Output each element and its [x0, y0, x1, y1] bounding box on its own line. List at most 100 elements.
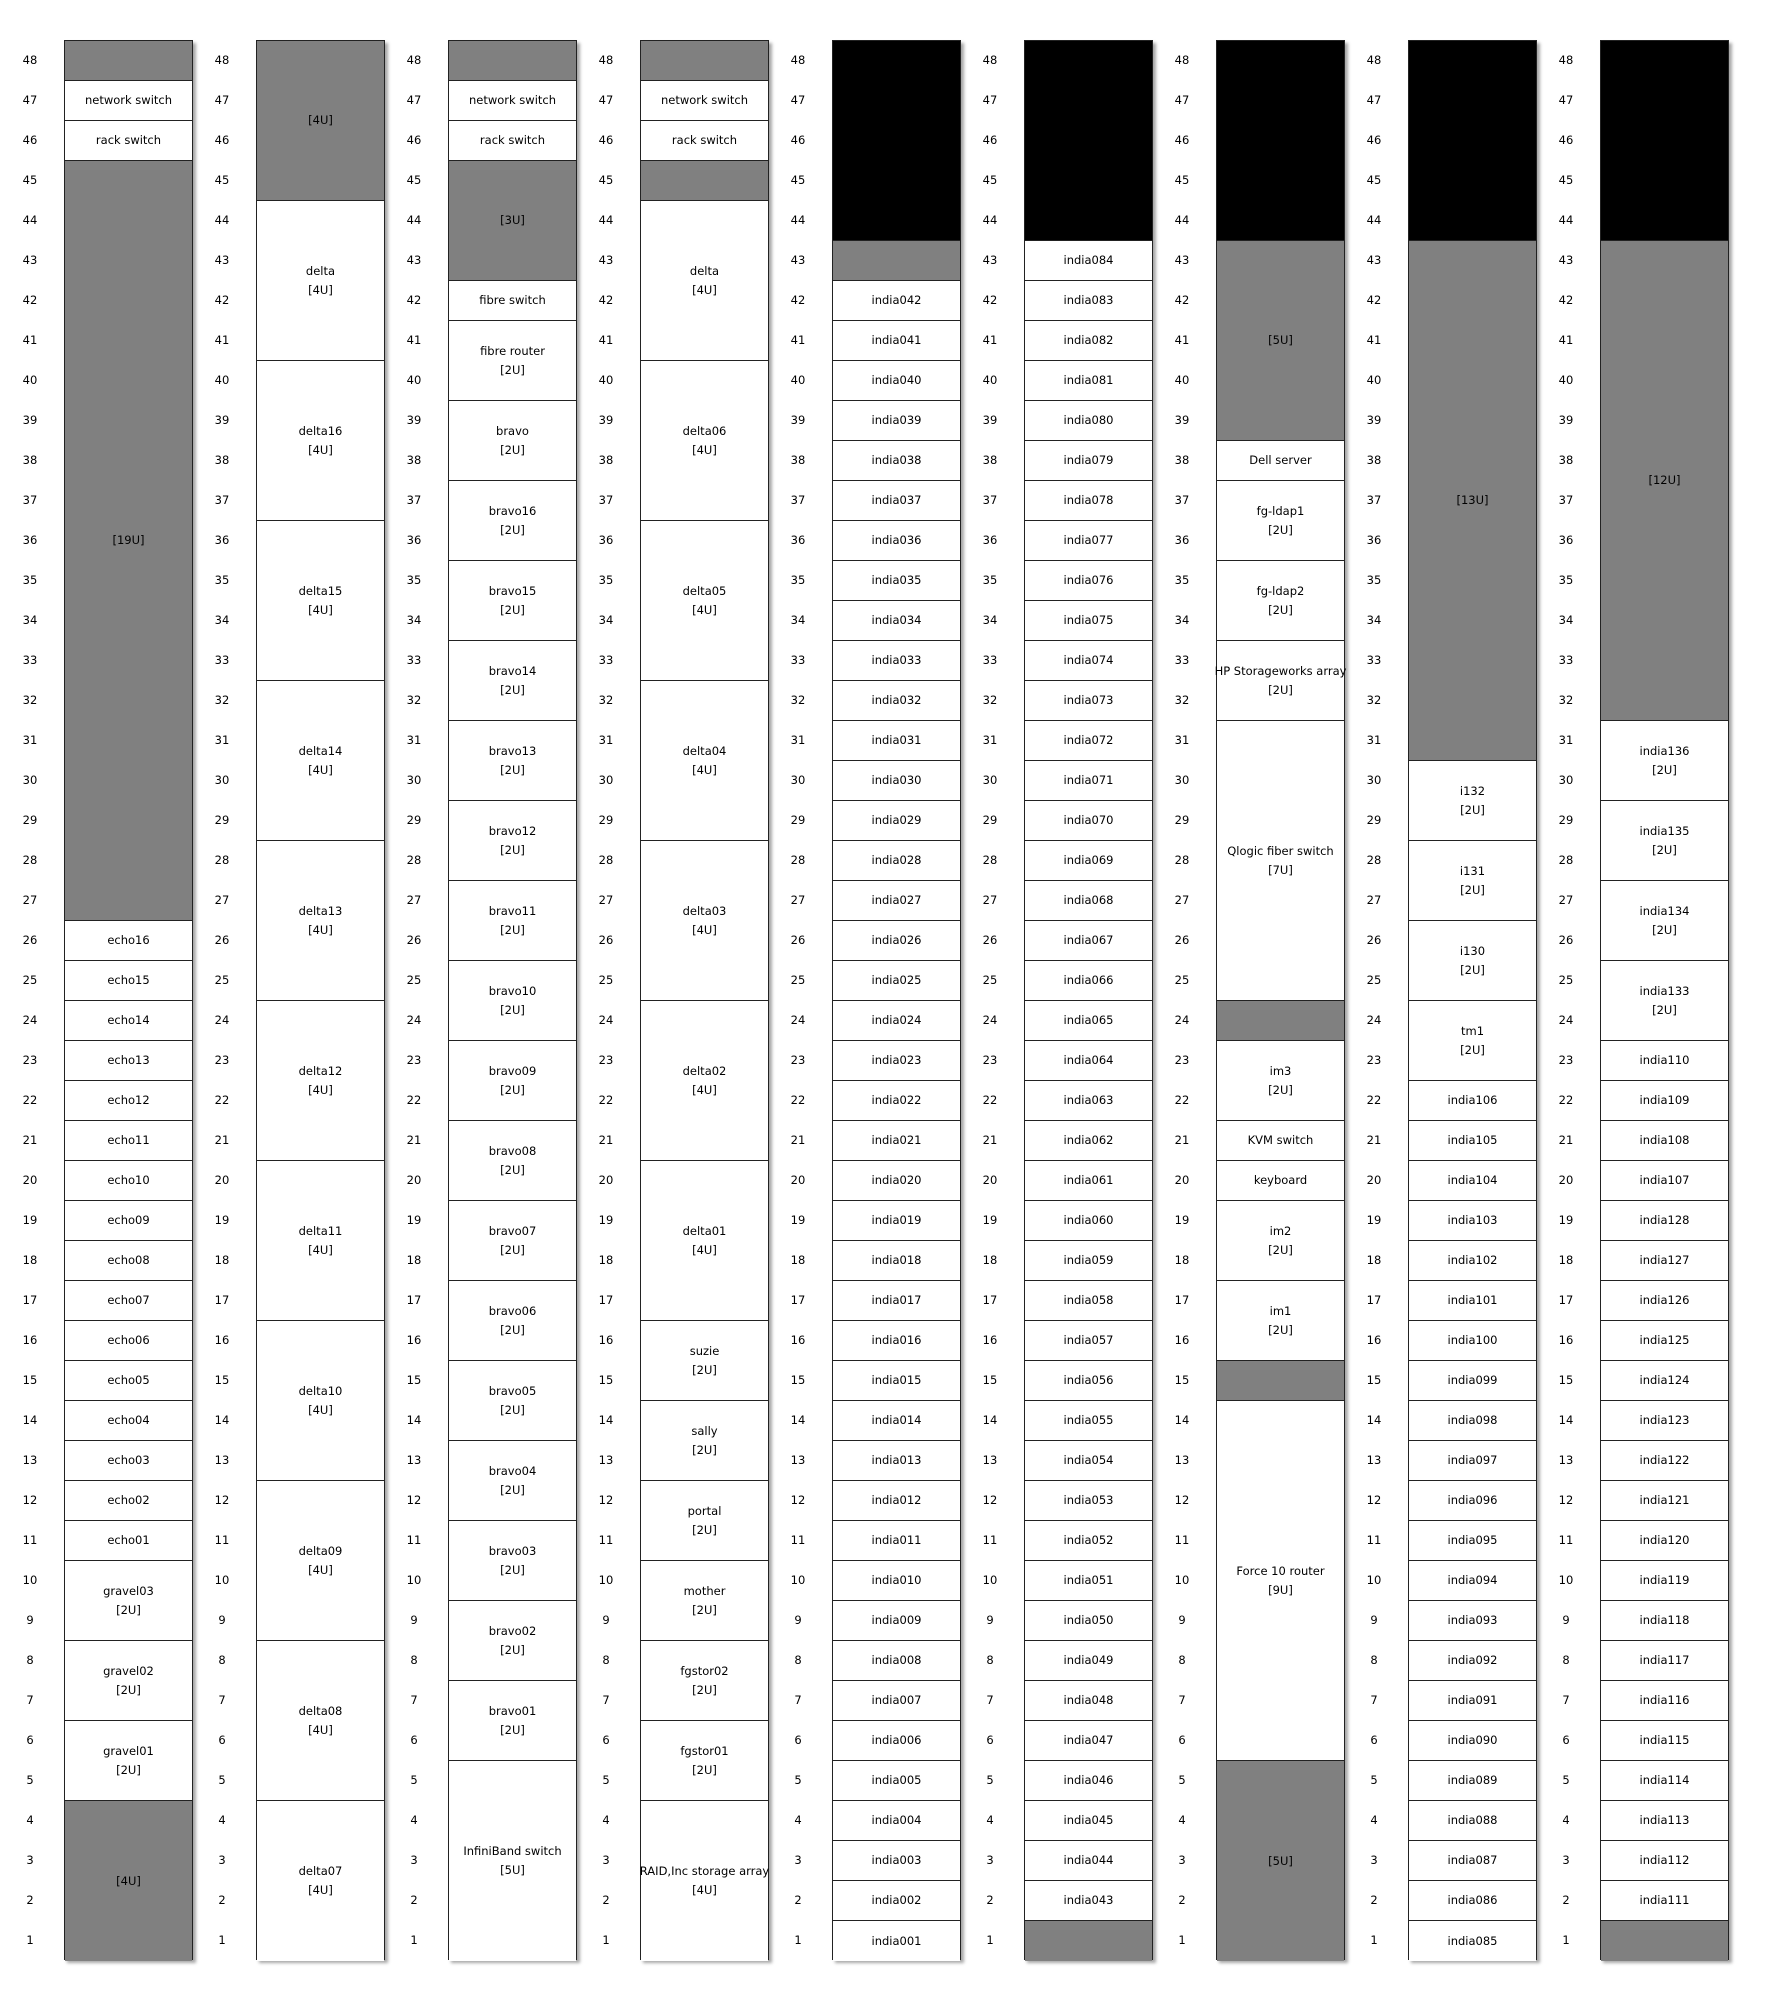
- unit-number: 34: [982, 613, 998, 627]
- unit-number: 10: [1174, 1573, 1190, 1587]
- unit-number: 38: [1366, 453, 1382, 467]
- device-name: india093: [1447, 1613, 1498, 1627]
- unit-number: 24: [1366, 1013, 1382, 1027]
- rack-9: [12U] india136 [2U] india135 [2U] india134 [2U…: [1600, 40, 1729, 1961]
- device-name: delta11: [298, 1223, 343, 1238]
- unit-number: 2: [1178, 1893, 1186, 1907]
- rack-device: gravel01 [2U]: [65, 1721, 192, 1801]
- rack-device: echo07: [65, 1281, 192, 1321]
- unit-number: 17: [1174, 1293, 1190, 1307]
- rack-device: india022: [833, 1081, 960, 1121]
- unit-number: 7: [602, 1693, 610, 1707]
- rack-device: india053: [1025, 1481, 1152, 1521]
- unit-number: 23: [982, 1053, 998, 1067]
- device-name: india046: [1063, 1773, 1114, 1787]
- device-name: india022: [871, 1093, 922, 1107]
- unit-number: 37: [1558, 493, 1574, 507]
- device-name: india077: [1063, 533, 1114, 547]
- device-name: india104: [1447, 1173, 1498, 1187]
- rack-device: bravo16 [2U]: [449, 481, 576, 561]
- rack-device: india067: [1025, 921, 1152, 961]
- size-label: [4U]: [308, 762, 333, 777]
- unit-number: 44: [1558, 213, 1574, 227]
- rack-device: india028: [833, 841, 960, 881]
- unit-number: 1: [794, 1933, 802, 1947]
- unit-number: 9: [1178, 1613, 1186, 1627]
- unit-number: 43: [1174, 253, 1190, 267]
- unit-number: 16: [22, 1333, 38, 1347]
- size-label: [2U]: [500, 762, 525, 777]
- unit-number: 7: [1178, 1693, 1186, 1707]
- rack-7: [5U] Dell server fg-ldap1 [2U] fg-ldap2 [2U] H…: [1215, 40, 1346, 1961]
- unit-number: 34: [214, 613, 230, 627]
- rack-device: fg-ldap2 [2U]: [1217, 561, 1344, 641]
- empty-space: [1217, 1361, 1344, 1401]
- unit-number: 46: [598, 133, 614, 147]
- rack-device: india108: [1601, 1121, 1728, 1161]
- unit-number: 4: [1178, 1813, 1186, 1827]
- rack-device: india092: [1409, 1641, 1536, 1681]
- device-name: india038: [871, 453, 922, 467]
- rack-device: fibre switch: [449, 281, 576, 321]
- unit-number: 43: [982, 253, 998, 267]
- rack-device: india085: [1409, 1921, 1536, 1961]
- unit-number: 28: [406, 853, 422, 867]
- rack-device: india033: [833, 641, 960, 681]
- unit-number: 40: [1558, 373, 1574, 387]
- unit-number: 40: [1366, 373, 1382, 387]
- unit-number: 4: [410, 1813, 418, 1827]
- unit-number: 21: [982, 1133, 998, 1147]
- unit-number: 3: [602, 1853, 610, 1867]
- unit-number: 43: [22, 253, 38, 267]
- device-name: india063: [1063, 1093, 1114, 1107]
- device-name: india073: [1063, 693, 1114, 707]
- unit-number: 48: [1366, 53, 1382, 67]
- unit-number: 17: [1558, 1293, 1574, 1307]
- device-name: india015: [871, 1373, 922, 1387]
- rack-device: india055: [1025, 1401, 1152, 1441]
- device-name: india020: [871, 1173, 922, 1187]
- unit-number: 38: [598, 453, 614, 467]
- unit-number: 5: [26, 1773, 34, 1787]
- size-label: [2U]: [1268, 682, 1293, 697]
- size-label: [2U]: [692, 1362, 717, 1377]
- unit-number: 4: [218, 1813, 226, 1827]
- unit-number: 42: [598, 293, 614, 307]
- device-name: delta13: [298, 903, 343, 918]
- device-name: echo09: [107, 1213, 150, 1227]
- unit-number: 36: [214, 533, 230, 547]
- device-name: india066: [1063, 973, 1114, 987]
- unit-number: 25: [790, 973, 806, 987]
- device-name: india097: [1447, 1453, 1498, 1467]
- size-label: [2U]: [500, 1402, 525, 1417]
- unit-number: 8: [1562, 1653, 1570, 1667]
- rack-device: fibre router [2U]: [449, 321, 576, 401]
- unit-number: 14: [598, 1413, 614, 1427]
- device-name: india006: [871, 1733, 922, 1747]
- device-name: india028: [871, 853, 922, 867]
- rack-device: india125: [1601, 1321, 1728, 1361]
- device-name: india123: [1639, 1413, 1690, 1427]
- size-label: [2U]: [500, 362, 525, 377]
- unit-number: 30: [598, 773, 614, 787]
- unit-number: 24: [1558, 1013, 1574, 1027]
- unit-number: 44: [214, 213, 230, 227]
- rack-device: echo03: [65, 1441, 192, 1481]
- rack-device: india116: [1601, 1681, 1728, 1721]
- size-label: [2U]: [500, 1242, 525, 1257]
- device-name: fgstor02: [680, 1663, 729, 1678]
- rack-device: india082: [1025, 321, 1152, 361]
- rack-device: bravo12 [2U]: [449, 801, 576, 881]
- unit-number: 9: [1562, 1613, 1570, 1627]
- unit-number: 48: [982, 53, 998, 67]
- rack-5: india042 india041 india040 india039 india038…: [832, 40, 961, 1961]
- unit-number: 44: [1174, 213, 1190, 227]
- unit-number: 48: [790, 53, 806, 67]
- unit-number: 46: [406, 133, 422, 147]
- size-label: [2U]: [500, 522, 525, 537]
- size-label: [4U]: [692, 922, 717, 937]
- device-name: india114: [1639, 1773, 1690, 1787]
- rack-device: india019: [833, 1201, 960, 1241]
- size-label: [2U]: [1268, 602, 1293, 617]
- unit-number: 19: [790, 1213, 806, 1227]
